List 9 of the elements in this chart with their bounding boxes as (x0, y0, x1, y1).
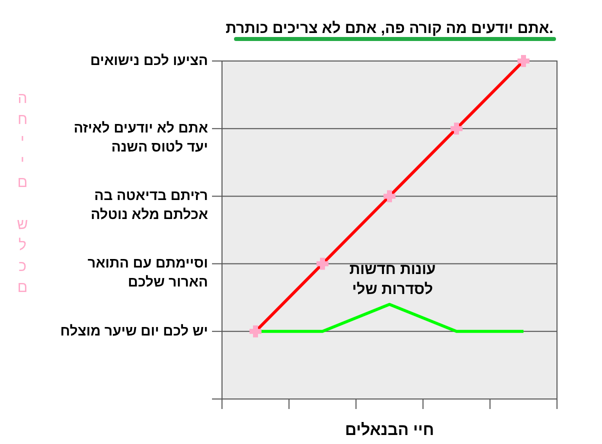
ref-line-label: הציעו לכם נישואים (90, 52, 208, 68)
chart-title: אתם יודעים מה קורה פה, אתם לא צריכים כותרת. (226, 20, 554, 38)
x-axis-title: חיי הבנאלים (344, 420, 434, 439)
ref-line-label: אתם לא יודעים לאיזה יעד לטוס השנה (74, 119, 208, 154)
ref-line-label: רזיתם בדיאטה בה אכלתם מלא נוטלה (90, 187, 208, 222)
ref-line-label: וסיימתם עם התואר הארור שלכם (88, 254, 208, 290)
ref-line-label: יש לכם יום שיער מוצלח (60, 322, 208, 338)
annotation: עונות חדשות לסדרות שלי (349, 261, 436, 298)
text: החיים שלכם (14, 90, 31, 300)
